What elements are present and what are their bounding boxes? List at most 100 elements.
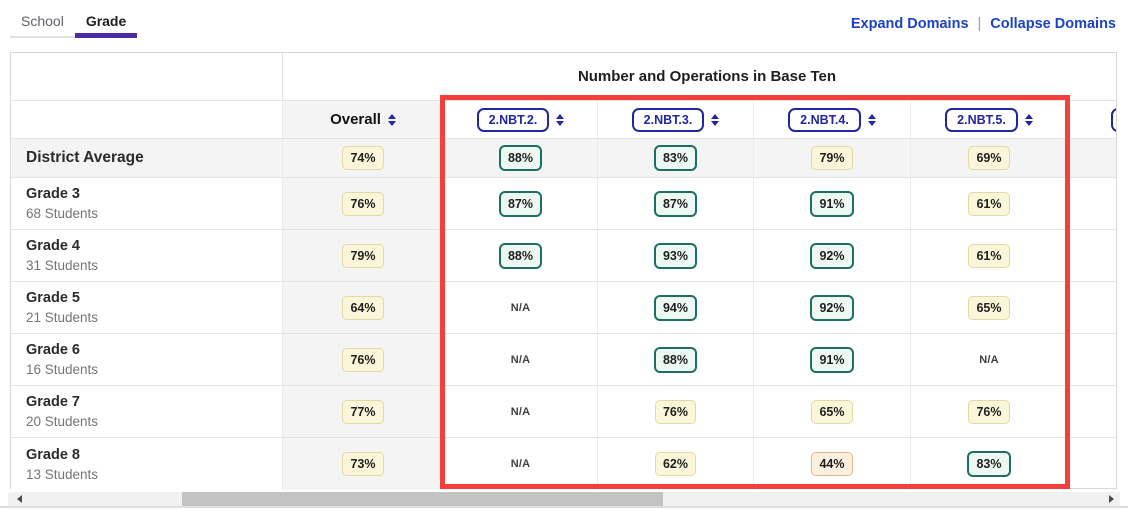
tab-school[interactable]: School xyxy=(10,6,75,38)
skill-pill-2nbt5[interactable]: 2.NBT.5. xyxy=(945,107,1018,132)
overall-cell: 64% xyxy=(283,282,444,333)
skill-cell-partial xyxy=(1068,178,1116,229)
skill-cell: 91% xyxy=(754,334,911,385)
sort-icon[interactable] xyxy=(556,113,565,126)
sort-icon[interactable] xyxy=(1024,113,1033,126)
scroll-left-arrow-icon[interactable] xyxy=(12,492,26,506)
score-badge: 87% xyxy=(653,190,698,217)
skill-cell: 76% xyxy=(598,386,754,437)
score-badge: 91% xyxy=(810,346,854,373)
bottom-divider xyxy=(0,506,1128,508)
score-badge: 76% xyxy=(342,191,384,216)
skill-cell: 69% xyxy=(911,139,1068,177)
skill-pill-2nbt3[interactable]: 2.NBT.3. xyxy=(631,107,705,132)
skill-pill-2nbt2[interactable]: 2.NBT.2. xyxy=(476,107,550,132)
row-student-count: 16 Students xyxy=(26,362,99,378)
skill-pill-2nbt4[interactable]: 2.NBT.4. xyxy=(788,107,861,132)
score-badge: 65% xyxy=(811,399,853,424)
overall-cell: 74% xyxy=(283,139,444,177)
skill-cell: 93% xyxy=(598,230,754,281)
column-header-spacer xyxy=(11,101,283,138)
row-label-cell: Grade 6 16 Students xyxy=(11,334,283,385)
row-name: District Average xyxy=(26,149,144,166)
score-badge: 61% xyxy=(968,191,1010,216)
table-row-grade-8: Grade 8 13 Students 73% N/A 62% 44% 83% xyxy=(11,438,1116,490)
score-badge: 73% xyxy=(342,452,384,476)
na-value: N/A xyxy=(510,458,531,470)
score-badge: 91% xyxy=(810,190,854,217)
row-student-count: 20 Students xyxy=(26,414,99,430)
skill-cell: 92% xyxy=(754,282,911,333)
tab-grade[interactable]: Grade xyxy=(74,6,138,38)
sort-icon[interactable] xyxy=(867,113,876,126)
domain-header-title: Number and Operations in Base Ten xyxy=(283,53,1116,100)
table-row-grade-5: Grade 5 21 Students 64% N/A 94% 92% 65% xyxy=(11,282,1116,334)
score-badge: 88% xyxy=(498,145,543,171)
skill-cell: 76% xyxy=(911,386,1068,437)
row-label-cell: Grade 8 13 Students xyxy=(11,438,283,490)
overall-cell: 76% xyxy=(283,334,444,385)
score-badge: 93% xyxy=(653,242,698,269)
scroll-right-arrow-icon[interactable] xyxy=(1104,492,1118,506)
row-student-count: 68 Students xyxy=(26,206,99,222)
skill-cell: 88% xyxy=(444,139,598,177)
row-name: Grade 7 xyxy=(26,394,80,411)
scrollbar-thumb[interactable] xyxy=(182,492,663,506)
next-skill-pill-partial[interactable] xyxy=(1111,107,1116,132)
overall-label: Overall xyxy=(330,111,381,128)
skill-cell: 83% xyxy=(911,438,1068,490)
row-label-cell: Grade 4 31 Students xyxy=(11,230,283,281)
score-badge: 87% xyxy=(498,190,543,217)
na-value: N/A xyxy=(510,353,531,366)
table-row-grade-4: Grade 4 31 Students 79% 88% 93% 92% 61% xyxy=(11,230,1116,282)
skill-cell: 92% xyxy=(754,230,911,281)
score-badge: 76% xyxy=(968,399,1010,424)
column-header-overall[interactable]: Overall xyxy=(283,101,444,138)
view-tabs: School Grade xyxy=(10,6,138,38)
column-header-row: Overall 2.NBT.2. 2.NBT.3. 2.NBT.4. 2.NBT… xyxy=(11,101,1116,139)
column-header-next-skill-partial xyxy=(1068,101,1116,138)
skill-cell: 87% xyxy=(598,178,754,229)
score-badge: 92% xyxy=(810,294,854,321)
na-value: N/A xyxy=(510,301,531,314)
score-badge: 76% xyxy=(342,347,384,372)
skill-cell-partial xyxy=(1068,230,1116,281)
score-badge: 62% xyxy=(654,452,697,476)
skill-cell: 61% xyxy=(911,178,1068,229)
row-label-cell: District Average xyxy=(11,139,283,177)
overall-cell: 76% xyxy=(283,178,444,229)
row-name: Grade 6 xyxy=(26,342,80,359)
skill-cell-partial xyxy=(1068,139,1116,177)
na-value: N/A xyxy=(979,353,999,366)
collapse-domains-link[interactable]: Collapse Domains xyxy=(990,16,1116,32)
column-header-skill: 2.NBT.3. xyxy=(598,101,754,138)
skill-cell-partial xyxy=(1068,386,1116,437)
skill-cell-partial xyxy=(1068,334,1116,385)
skill-cell: N/A xyxy=(444,282,598,333)
skill-cell: 87% xyxy=(444,178,598,229)
score-badge: 77% xyxy=(342,399,384,424)
sort-icon[interactable] xyxy=(387,113,396,126)
score-badge: 65% xyxy=(968,295,1010,320)
grade-performance-table: Number and Operations in Base Ten Overal… xyxy=(10,52,1117,490)
row-label-cell: Grade 7 20 Students xyxy=(11,386,283,437)
table-row-grade-3: Grade 3 68 Students 76% 87% 87% 91% 61% xyxy=(11,178,1116,230)
sort-icon[interactable] xyxy=(711,113,720,126)
horizontal-scrollbar[interactable] xyxy=(8,492,1120,506)
skill-cell: 61% xyxy=(911,230,1068,281)
na-value: N/A xyxy=(510,405,531,418)
link-separator: | xyxy=(977,16,982,32)
skill-cell-partial xyxy=(1068,282,1116,333)
skill-cell: 83% xyxy=(598,139,754,177)
score-badge: 94% xyxy=(653,294,698,321)
expand-domains-link[interactable]: Expand Domains xyxy=(850,16,969,32)
score-badge: 88% xyxy=(498,242,543,269)
skill-cell: N/A xyxy=(444,438,598,490)
skill-cell: 88% xyxy=(444,230,598,281)
score-badge: 83% xyxy=(967,451,1011,477)
row-student-count: 13 Students xyxy=(26,466,99,482)
column-header-skill: 2.NBT.2. xyxy=(444,101,598,138)
row-name: Grade 8 xyxy=(26,446,80,463)
row-label-cell: Grade 3 68 Students xyxy=(11,178,283,229)
